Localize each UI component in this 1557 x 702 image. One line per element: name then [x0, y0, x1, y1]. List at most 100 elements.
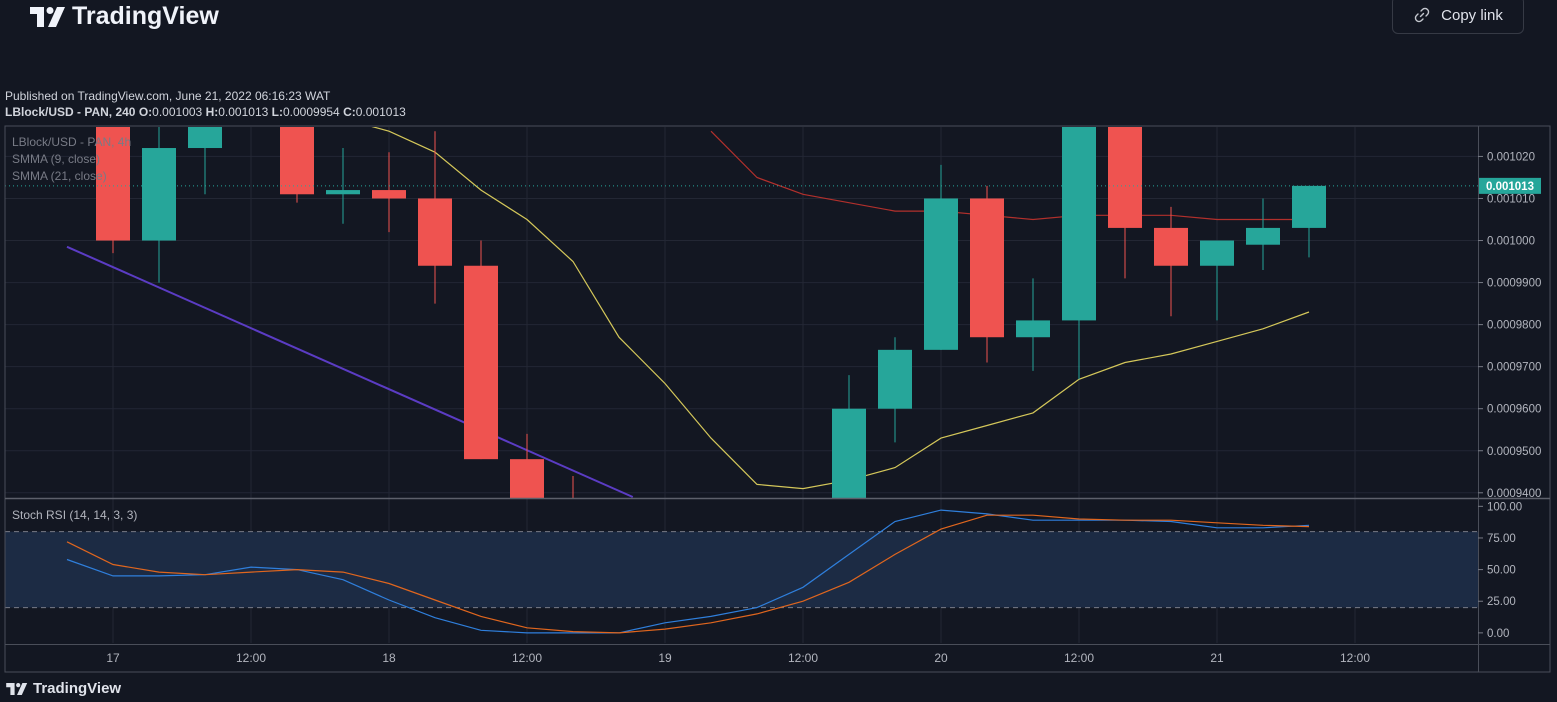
y-tick-label: 0.0009800	[1487, 320, 1541, 332]
x-tick-label: 12:00	[788, 651, 818, 665]
legend-symbol: LBlock/USD - PAN, 4h	[12, 135, 131, 149]
brand-name: TradingView	[72, 2, 219, 30]
candle-body	[1200, 240, 1234, 266]
price-axis[interactable]: 0.001020 0.001010 0.001000 0.0009900 0.00098…	[1478, 151, 1541, 500]
x-tick-label: 17	[106, 651, 120, 665]
candle-up	[142, 127, 176, 283]
y-tick-label: 0.001020	[1487, 151, 1535, 163]
x-tick-label: 18	[382, 651, 396, 665]
candle-down	[970, 185, 1004, 363]
y-tick-label: 0.001000	[1487, 236, 1535, 248]
open-value: 0.001003	[152, 105, 203, 119]
candle-body	[832, 408, 866, 498]
copy-link-label: Copy link	[1441, 6, 1503, 24]
y-tick-label: 0.0009400	[1487, 488, 1541, 500]
x-tick-label: 19	[658, 651, 672, 665]
candle-up	[832, 375, 866, 498]
candle-body	[418, 198, 452, 266]
stoch-d-line	[66, 514, 1310, 634]
low-value: 0.0009954	[282, 105, 340, 119]
candle-up	[1062, 127, 1096, 380]
stoch-guides	[5, 531, 1478, 609]
legend-smma9: SMMA (9, close)	[12, 152, 100, 166]
candle-body	[464, 265, 498, 460]
candle-down	[96, 127, 130, 254]
trendline	[66, 245, 634, 498]
copy-link-button[interactable]: Copy link	[1392, 0, 1524, 34]
published-info: Published on TradingView.com, June 21, 2…	[5, 89, 331, 103]
x-tick-label: 20	[934, 651, 948, 665]
x-tick-label: 12:00	[1340, 651, 1370, 665]
candle-up	[1246, 198, 1280, 270]
high-value: 0.001013	[218, 105, 269, 119]
candle-body	[1154, 227, 1188, 266]
candle-up	[878, 337, 912, 443]
y-tick-label: 0.0009700	[1487, 362, 1541, 374]
stoch-legend: Stoch RSI (14, 14, 3, 3)	[12, 508, 137, 522]
candle-body	[188, 127, 222, 149]
candle-body	[372, 190, 406, 199]
symbol-line: LBlock/USD - PAN, 240	[5, 105, 136, 119]
pane-frames	[4, 125, 1551, 673]
y-tick-label: 0.001010	[1487, 193, 1535, 205]
y-tick-label: 0.0009500	[1487, 446, 1541, 458]
candle-body	[970, 198, 1004, 338]
stoch-tick-label: 25.00	[1487, 596, 1516, 608]
candle-body	[924, 198, 958, 350]
stoch-tick-label: 75.00	[1487, 533, 1516, 545]
close-label: C:	[343, 105, 356, 119]
stoch-tick-label: 0.00	[1487, 628, 1509, 640]
link-icon	[1414, 7, 1430, 23]
candle-body	[1108, 127, 1142, 228]
x-tick-label: 12:00	[512, 651, 542, 665]
tradingview-logo-icon	[30, 6, 65, 27]
high-label: H:	[205, 105, 219, 119]
candle-down	[510, 433, 544, 498]
last-price-badge	[1479, 177, 1541, 194]
stoch-rsi-plot[interactable]	[66, 509, 1310, 634]
candle-body	[280, 127, 314, 195]
candle-body	[326, 190, 360, 195]
candle-down	[572, 475, 574, 498]
time-axis[interactable]: 17 12:00 18 12:00 19 12:00 20 12:00 21 12:00	[106, 651, 1370, 665]
smma9-line	[371, 127, 1310, 490]
candle-body	[142, 148, 176, 241]
tradingview-logo-icon	[6, 682, 28, 695]
candle-body	[1062, 127, 1096, 321]
footer-brand[interactable]: TradingView	[6, 680, 121, 697]
smma21-line	[710, 130, 1309, 221]
candle-down	[464, 240, 498, 460]
candle-body	[878, 349, 912, 409]
candle-body	[1016, 320, 1050, 338]
candle-down	[372, 152, 406, 233]
candle-up	[326, 148, 360, 224]
candle-up	[1200, 240, 1234, 321]
stoch-tick-label: 50.00	[1487, 565, 1516, 577]
x-tick-label: 12:00	[1064, 651, 1094, 665]
y-tick-label: 0.0009900	[1487, 278, 1541, 290]
low-label: L:	[271, 105, 283, 119]
brand-logo[interactable]: TradingView	[30, 2, 219, 31]
chart-legend: LBlock/USD - PAN, 4h SMMA (9, close) SMM…	[12, 135, 137, 522]
legend-smma21: SMMA (21, close)	[12, 169, 107, 183]
stoch-axis[interactable]: 100.00 75.00 50.00 25.00 0.00	[1478, 501, 1522, 640]
candle-down	[280, 127, 314, 203]
ohlc-line: LBlock/USD - PAN, 240 O:0.001003 H:0.001…	[5, 105, 406, 119]
last-price-label: 0.001013	[1486, 181, 1534, 193]
open-label: O:	[138, 105, 153, 119]
stoch-tick-label: 100.00	[1487, 501, 1522, 513]
candle-up	[1292, 185, 1326, 258]
x-tick-label: 21	[1210, 651, 1224, 665]
stoch-band	[5, 531, 1478, 608]
x-tick-label: 12:00	[236, 651, 266, 665]
candle-body	[96, 127, 130, 241]
candle-up	[188, 127, 222, 195]
price-plot[interactable]	[5, 72, 1478, 556]
candle-down	[1108, 127, 1142, 279]
candle-body	[1246, 227, 1280, 245]
y-tick-label: 0.0009600	[1487, 404, 1541, 416]
candle-up	[924, 164, 958, 350]
candle-up	[1016, 278, 1050, 371]
candle-body	[1292, 185, 1326, 228]
